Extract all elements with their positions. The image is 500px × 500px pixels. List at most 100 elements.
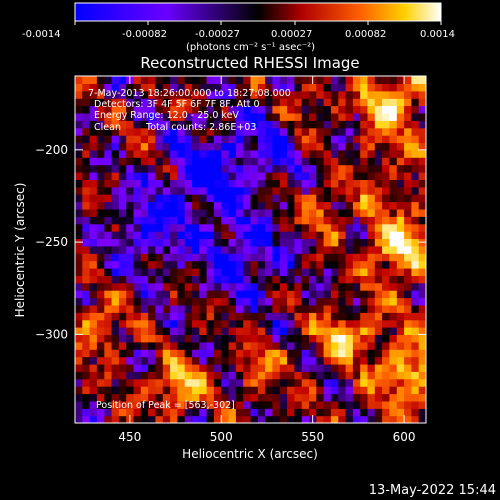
heatmap-cell bbox=[352, 371, 361, 380]
heatmap-cell bbox=[279, 90, 288, 99]
heatmap-cell bbox=[309, 142, 317, 151]
heatmap-cell bbox=[155, 90, 164, 99]
heatmap-cell bbox=[177, 290, 186, 299]
heatmap-cell bbox=[367, 386, 376, 395]
heatmap-cell bbox=[323, 135, 332, 144]
heatmap-cell bbox=[177, 334, 186, 343]
heatmap-cell bbox=[287, 98, 295, 107]
heatmap-cell bbox=[257, 356, 266, 365]
heatmap-cell bbox=[352, 415, 361, 423]
heatmap-cell bbox=[155, 386, 164, 395]
heatmap-cell bbox=[184, 112, 193, 121]
heatmap-cell bbox=[89, 127, 98, 136]
heatmap-cell bbox=[221, 194, 230, 203]
heatmap-cell bbox=[184, 371, 193, 380]
heatmap-cell bbox=[133, 223, 142, 232]
heatmap-cell bbox=[294, 216, 303, 225]
heatmap-cell bbox=[250, 112, 259, 121]
heatmap-cell bbox=[118, 356, 127, 365]
heatmap-cell bbox=[367, 135, 376, 144]
heatmap-cell bbox=[404, 135, 412, 144]
heatmap-cell bbox=[382, 334, 390, 343]
heatmap-cell bbox=[411, 260, 420, 269]
heatmap-cell bbox=[294, 393, 303, 402]
heatmap-cell bbox=[192, 120, 200, 129]
heatmap-cell bbox=[170, 186, 178, 195]
heatmap-cell bbox=[367, 216, 376, 225]
heatmap-cell bbox=[316, 386, 325, 395]
heatmap-cell bbox=[367, 393, 376, 402]
heatmap-cell bbox=[111, 319, 120, 328]
heatmap-cell bbox=[221, 135, 230, 144]
heatmap-cell bbox=[272, 356, 281, 365]
heatmap-cell bbox=[323, 157, 332, 166]
heatmap-cell bbox=[279, 112, 288, 121]
heatmap-cell bbox=[345, 76, 354, 84]
heatmap-cell bbox=[170, 135, 178, 144]
heatmap-cell bbox=[374, 238, 383, 247]
heatmap-cell bbox=[360, 260, 369, 269]
heatmap-cell bbox=[104, 349, 113, 358]
heatmap-cell bbox=[265, 341, 273, 350]
heatmap-cell bbox=[213, 201, 222, 210]
annotation-peak: Position of Peak = [563,-302] bbox=[96, 400, 235, 411]
heatmap-cell bbox=[360, 393, 369, 402]
heatmap-cell bbox=[411, 371, 420, 380]
colorbar-tick-label: -0.00027 bbox=[195, 29, 240, 40]
heatmap-cell bbox=[243, 157, 252, 166]
heatmap-cell bbox=[126, 164, 135, 173]
heatmap-cell bbox=[148, 76, 156, 84]
heatmap-cell bbox=[184, 135, 193, 144]
heatmap-cell bbox=[309, 120, 317, 129]
heatmap-cell bbox=[330, 142, 339, 151]
heatmap-cell bbox=[228, 253, 237, 262]
heatmap-cell bbox=[323, 164, 332, 173]
heatmap-cell bbox=[360, 238, 369, 247]
heatmap-cell bbox=[213, 253, 222, 262]
heatmap-cell bbox=[374, 275, 383, 284]
heatmap-cell bbox=[338, 164, 347, 173]
heatmap-cell bbox=[367, 268, 376, 276]
heatmap-cell bbox=[162, 334, 171, 343]
heatmap-cell bbox=[301, 260, 310, 269]
heatmap-cell bbox=[396, 245, 405, 254]
heatmap-cell bbox=[111, 327, 120, 335]
heatmap-cell bbox=[367, 245, 376, 254]
heatmap-cell bbox=[265, 371, 273, 380]
heatmap-cell bbox=[345, 268, 354, 276]
heatmap-cell bbox=[75, 208, 83, 217]
heatmap-cell bbox=[265, 275, 273, 284]
heatmap-cell bbox=[404, 290, 412, 299]
heatmap-cell bbox=[389, 297, 398, 306]
heatmap-cell bbox=[155, 135, 164, 144]
heatmap-cell bbox=[213, 105, 222, 114]
heatmap-cell bbox=[389, 201, 398, 210]
heatmap-cell bbox=[155, 415, 164, 423]
heatmap-cell bbox=[323, 83, 332, 92]
heatmap-cell bbox=[155, 304, 164, 313]
heatmap-cell bbox=[162, 135, 171, 144]
heatmap-cell bbox=[352, 253, 361, 262]
heatmap-cell bbox=[323, 312, 332, 321]
heatmap-cell bbox=[243, 105, 252, 114]
heatmap-cell bbox=[287, 334, 295, 343]
heatmap-cell bbox=[111, 356, 120, 365]
heatmap-cell bbox=[162, 201, 171, 210]
heatmap-cell bbox=[309, 349, 317, 358]
heatmap-cell bbox=[309, 208, 317, 217]
heatmap-cell bbox=[352, 164, 361, 173]
heatmap-cell bbox=[75, 157, 83, 166]
heatmap-cell bbox=[221, 164, 230, 173]
heatmap-cell bbox=[279, 378, 288, 387]
heatmap-cell bbox=[199, 194, 208, 203]
heatmap-cell bbox=[89, 245, 98, 254]
heatmap-cell bbox=[360, 120, 369, 129]
heatmap-cell bbox=[104, 149, 113, 158]
heatmap-cell bbox=[96, 157, 105, 166]
heatmap-cell bbox=[118, 194, 127, 203]
heatmap-cell bbox=[360, 386, 369, 395]
heatmap-cell bbox=[374, 400, 383, 409]
heatmap-cell bbox=[367, 356, 376, 365]
heatmap-cell bbox=[374, 149, 383, 158]
heatmap-cell bbox=[323, 282, 332, 291]
